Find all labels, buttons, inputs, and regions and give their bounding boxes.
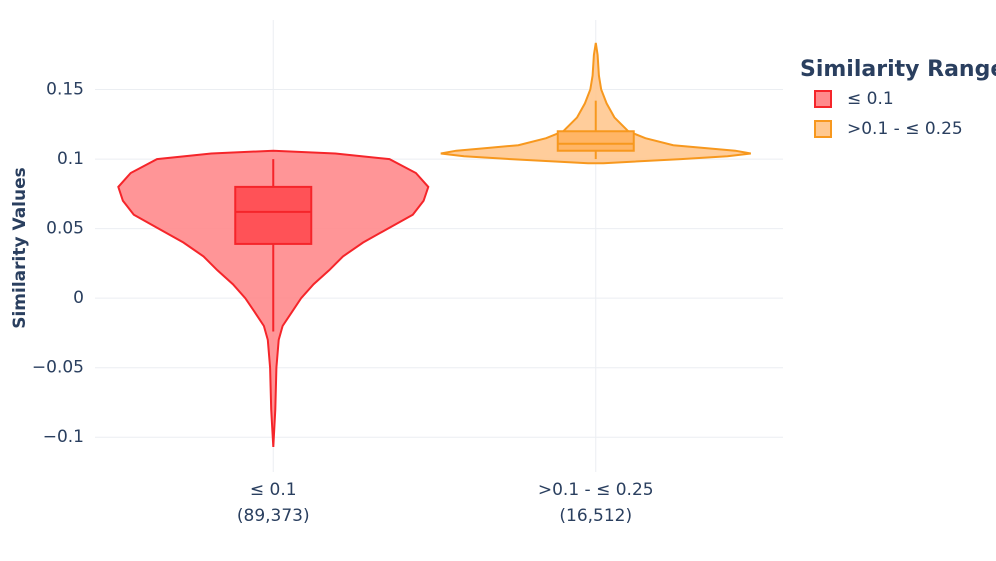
y-tick-label: 0 xyxy=(73,288,84,308)
x-tick-count: (89,373) xyxy=(237,506,310,526)
x-tick-count: (16,512) xyxy=(559,506,632,526)
y-tick-label: 0.15 xyxy=(46,80,84,100)
y-tick-label: 0.1 xyxy=(57,149,84,169)
legend-label: >0.1 - ≤ 0.25 xyxy=(847,119,963,139)
box xyxy=(556,130,635,152)
legend-title: Similarity Range xyxy=(800,57,996,82)
y-tick-label: −0.1 xyxy=(43,427,84,447)
y-axis-label: Similarity Values xyxy=(10,167,30,329)
box xyxy=(234,185,313,245)
y-tick-label: −0.05 xyxy=(32,358,84,378)
y-tick-label: 0.05 xyxy=(46,219,84,239)
legend-swatch xyxy=(814,120,832,138)
legend-label: ≤ 0.1 xyxy=(847,89,894,109)
legend-swatch xyxy=(814,90,832,108)
x-tick-label: ≤ 0.1 xyxy=(250,480,297,500)
x-tick-label: >0.1 - ≤ 0.25 xyxy=(538,480,654,500)
